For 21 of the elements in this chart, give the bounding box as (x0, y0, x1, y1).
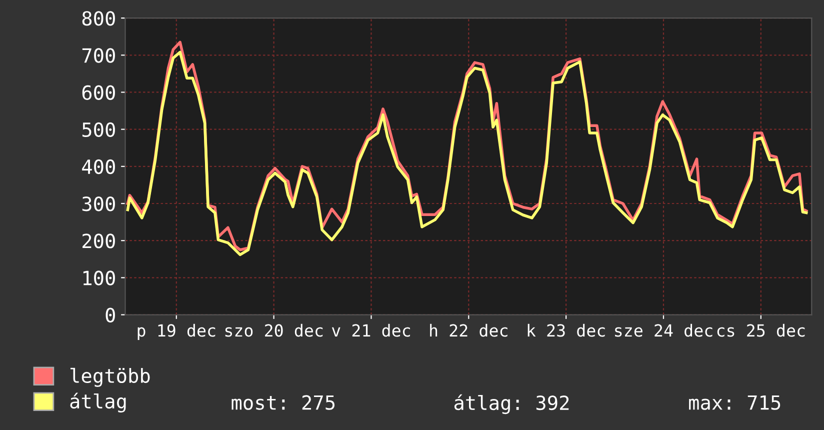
x-tick-label: cs 25 dec (717, 324, 805, 337)
y-tick-label: 500 (82, 122, 115, 138)
x-tick-label: szo 20 dec (225, 324, 323, 337)
text: most: 275 (232, 395, 335, 410)
x-tick-label: sze 24 dec (615, 324, 712, 337)
y-tick-label: 100 (83, 270, 115, 286)
text: átlag: 392 (454, 394, 569, 414)
y-tick-label: 0 (106, 308, 115, 322)
x-tick-label: k 23 dec (528, 324, 605, 337)
y-tick-label: 200 (82, 234, 115, 248)
x-tick-label: v 21 dec (332, 324, 410, 337)
y-tick-label: 400 (82, 159, 115, 174)
legend-label: legtöbb (70, 368, 150, 387)
x-tick-label: h 22 dec (430, 324, 508, 337)
legend-label: átlag (70, 392, 126, 412)
text: max: 715 (689, 395, 780, 410)
y-tick-label: 600 (82, 85, 115, 100)
y-tick-label: 300 (82, 196, 115, 212)
y-tick-label: 700 (82, 48, 115, 63)
y-tick-label: 800 (82, 11, 115, 26)
x-tick-label: p 19 dec (138, 324, 216, 340)
